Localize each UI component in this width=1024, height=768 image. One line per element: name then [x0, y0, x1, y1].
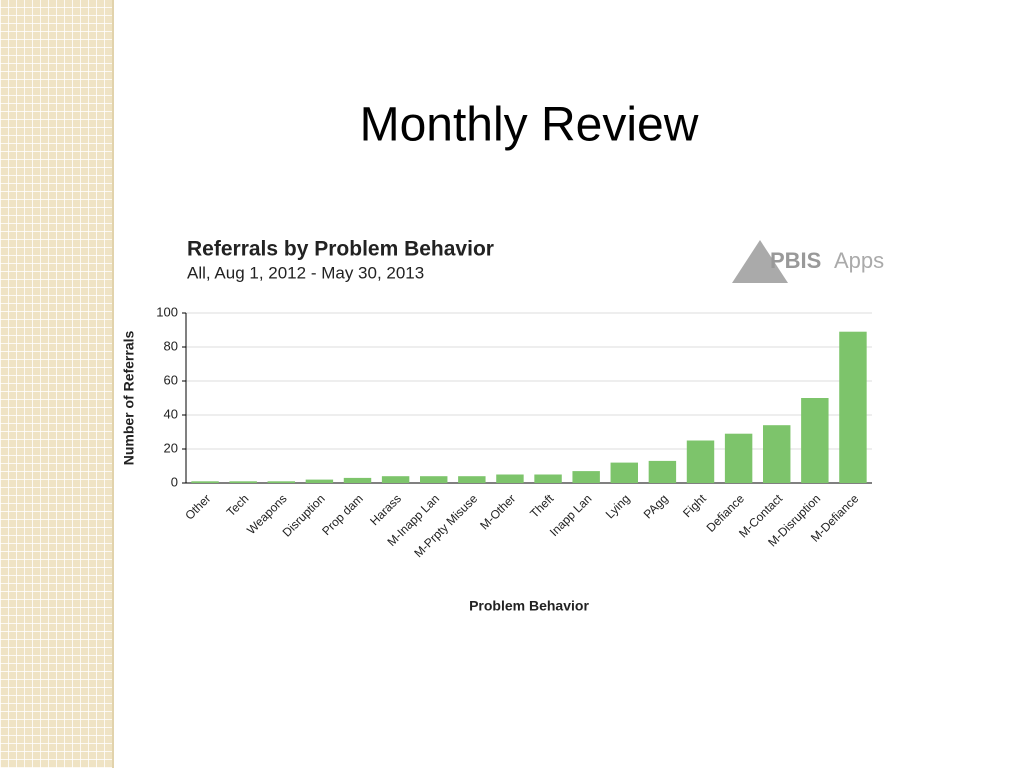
bar — [229, 481, 257, 483]
bar — [763, 425, 791, 483]
y-tick-label: 80 — [164, 338, 178, 353]
x-tick-label: Other — [182, 491, 213, 522]
bar — [686, 440, 715, 483]
logo-icon — [732, 240, 788, 283]
bar — [496, 474, 524, 483]
bar — [267, 481, 295, 483]
x-tick-label: Lying — [603, 491, 633, 521]
logo-light: Apps — [834, 248, 884, 273]
y-tick-label: 0 — [171, 474, 178, 489]
y-tick-label: 40 — [164, 406, 178, 421]
bar — [534, 474, 562, 483]
y-tick-label: 100 — [156, 304, 178, 319]
x-tick-label: M-Other — [477, 491, 518, 532]
x-tick-label: PAgg — [641, 491, 671, 521]
bar — [458, 476, 486, 483]
decorative-strip — [0, 0, 114, 768]
logo-bold: PBIS — [770, 248, 821, 273]
x-tick-label: Harass — [367, 491, 404, 528]
bar — [801, 398, 829, 483]
bar — [648, 460, 677, 483]
bar — [839, 331, 867, 483]
bar — [610, 462, 638, 483]
slide-title: Monthly Review — [360, 99, 699, 152]
x-tick-label: Tech — [224, 491, 252, 519]
bar — [724, 433, 753, 483]
x-tick-label: Theft — [527, 491, 557, 521]
x-tick-label: Fight — [680, 491, 709, 520]
bar — [343, 477, 372, 483]
bar — [305, 479, 334, 483]
y-tick-label: 60 — [164, 372, 178, 387]
y-axis-label: Number of Referrals — [121, 330, 137, 465]
x-tick-label: Prop dam — [319, 491, 366, 538]
bar — [572, 471, 600, 483]
chart-title: Referrals by Problem Behavior — [187, 238, 494, 261]
chart-subtitle: All, Aug 1, 2012 - May 30, 2013 — [187, 263, 424, 282]
logo: PBIS Apps — [732, 240, 884, 283]
bar — [381, 476, 410, 483]
bar — [191, 481, 219, 483]
bar — [420, 476, 448, 483]
x-axis-label: Problem Behavior — [469, 598, 589, 614]
y-tick-label: 20 — [164, 440, 178, 455]
x-tick-label: Inapp Lan — [547, 491, 595, 539]
